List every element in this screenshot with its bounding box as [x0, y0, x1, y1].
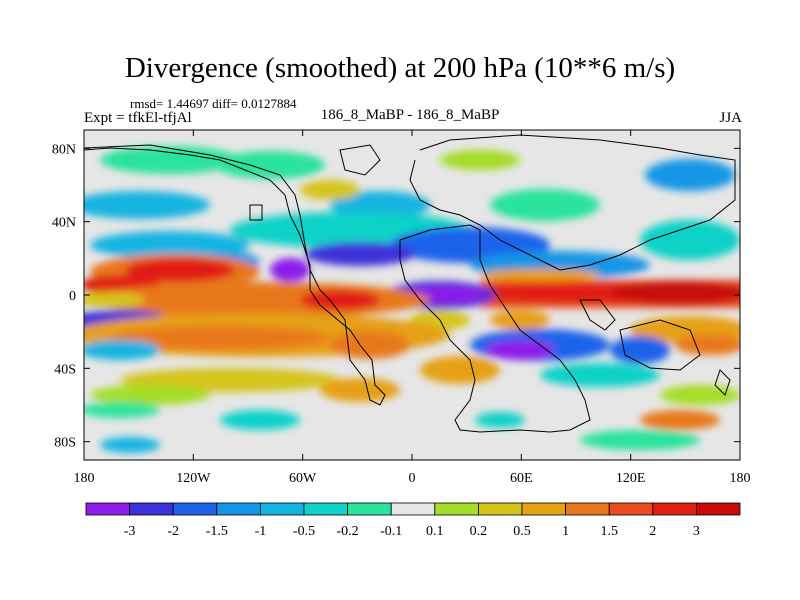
y-axis-ticks: 80N 40N 0 40S 80S — [52, 142, 740, 451]
colorbar: -3 -2 -1.5 -1 -0.5 -0.2 -0.1 0.1 0.2 0.5 1 1.5 2 3 — [85, 502, 741, 539]
y-tick-label: 40S — [54, 362, 76, 377]
colorbar-label: 0.1 — [426, 524, 444, 539]
colorbar-label: 2 — [649, 524, 656, 539]
map-field — [84, 130, 740, 460]
x-tick-label: 120W — [176, 471, 211, 486]
colorbar-label: 3 — [693, 524, 700, 539]
y-tick-label: 40N — [52, 216, 76, 231]
x-tick-label: 180 — [730, 471, 751, 486]
coastline-outline — [84, 134, 736, 433]
contour-fill — [84, 146, 740, 453]
experiment-label: Expt = tfkEl-tfjAl — [84, 110, 192, 126]
plot-title: Divergence (smoothed) at 200 hPa (10**6 … — [124, 52, 676, 84]
x-tick-label: 60W — [289, 471, 317, 486]
x-tick-label: 0 — [409, 471, 416, 486]
y-tick-label: 80S — [54, 436, 76, 451]
colorbar-label: -1 — [255, 524, 267, 539]
x-tick-label: 60E — [510, 471, 533, 486]
colorbar-label: 1.5 — [600, 524, 618, 539]
y-tick-label: 0 — [69, 289, 76, 304]
colorbar-swatch — [390, 502, 436, 516]
colorbar-label: -0.1 — [380, 524, 402, 539]
x-tick-label: 120E — [616, 471, 646, 486]
stats-line: rmsd= 1.44697 diff= 0.0127884 — [130, 96, 297, 111]
comparison-label: 186_8_MaBP - 186_8_MaBP — [320, 107, 500, 123]
colorbar-swatch — [216, 502, 261, 516]
colorbar-swatch — [129, 502, 174, 516]
colorbar-swatch — [608, 502, 654, 516]
colorbar-swatch — [565, 502, 610, 516]
colorbar-swatch — [347, 502, 392, 516]
colorbar-label: -0.5 — [293, 524, 315, 539]
colorbar-swatch — [259, 502, 305, 516]
colorbar-swatch — [434, 502, 479, 516]
x-tick-label: 180 — [74, 471, 95, 486]
colorbar-swatch — [85, 502, 130, 516]
x-axis-ticks: 180 120W 60W 0 60E 120E 180 — [74, 130, 751, 486]
colorbar-swatch — [172, 502, 218, 516]
colorbar-label: 1 — [562, 524, 569, 539]
colorbar-swatch — [696, 502, 741, 516]
colorbar-swatch — [303, 502, 348, 516]
colorbar-swatch — [521, 502, 566, 516]
colorbar-label: 0.2 — [470, 524, 488, 539]
colorbar-label: -1.5 — [206, 524, 228, 539]
colorbar-label: -3 — [124, 524, 136, 539]
colorbar-label: -2 — [167, 524, 179, 539]
season-label: JJA — [719, 110, 742, 126]
colorbar-swatch — [652, 502, 697, 516]
colorbar-label: -0.2 — [337, 524, 359, 539]
colorbar-swatch — [477, 502, 523, 516]
colorbar-label: 0.5 — [513, 524, 531, 539]
y-tick-label: 80N — [52, 142, 76, 157]
